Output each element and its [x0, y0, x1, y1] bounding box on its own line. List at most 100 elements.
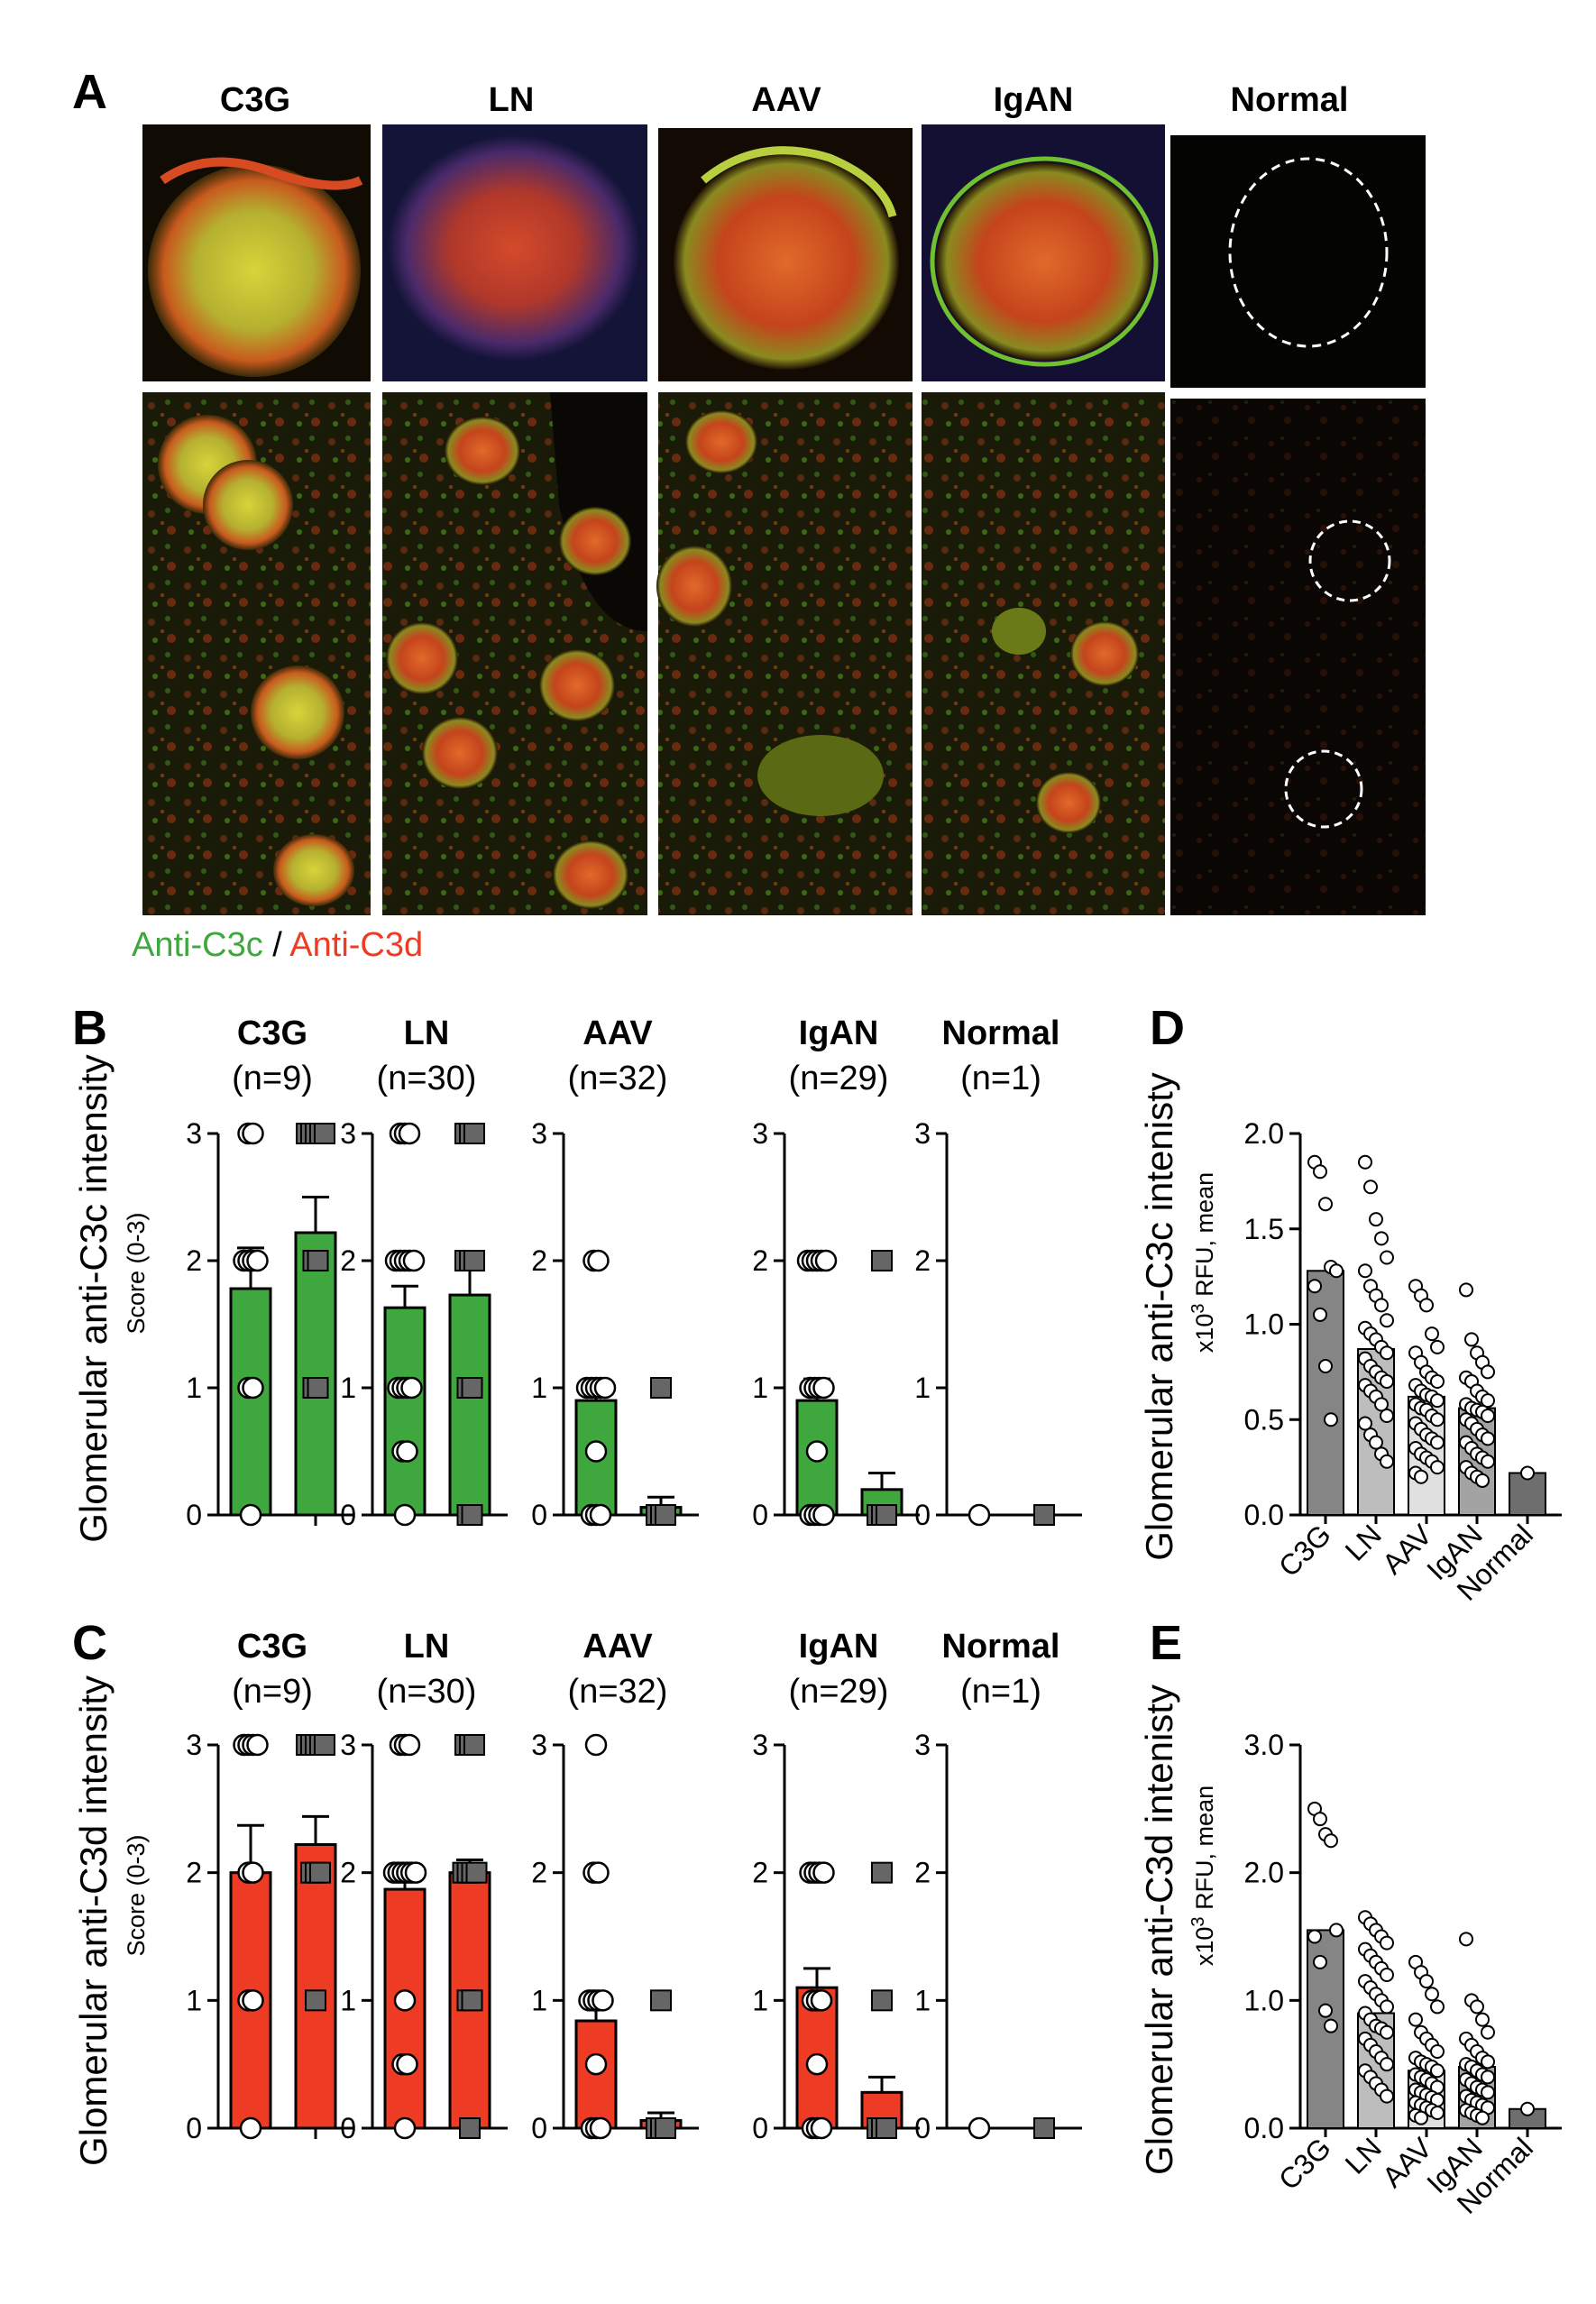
micrograph-normal-bottom	[1170, 399, 1426, 915]
data-point-circle	[1380, 1373, 1394, 1389]
panel-a-letter: A	[72, 65, 107, 119]
data-point-circle	[1430, 1412, 1445, 1427]
group-n-label: (n=9)	[232, 1060, 313, 1097]
data-point-circle	[393, 1503, 417, 1527]
y-tick-label: 3	[186, 1729, 202, 1761]
y-tick-label: 0	[752, 2112, 768, 2144]
y-tick-label: 3	[752, 1729, 768, 1761]
y-tick-label: 2	[914, 1857, 931, 1889]
group-header: C3G	[237, 1014, 307, 1052]
data-point-circle	[1459, 1932, 1473, 1947]
data-point-circle	[587, 1861, 610, 1884]
data-point-square	[871, 1989, 893, 2012]
data-point-circle	[968, 2116, 991, 2140]
data-point-circle	[1358, 1263, 1372, 1279]
y-tick-label: 2	[340, 1244, 356, 1277]
y-tick-label: 0	[186, 1499, 202, 1531]
group-n-label: (n=29)	[789, 1673, 889, 1711]
y-tick-label: 0	[752, 1499, 768, 1531]
y-axis-subtitle-superscript: 3	[1188, 1916, 1208, 1926]
data-point-circle	[1414, 1469, 1428, 1484]
y-tick-label: 0	[186, 2112, 202, 2144]
data-point-square	[314, 1123, 335, 1144]
y-tick-label: 3	[340, 1117, 356, 1150]
data-point-square	[461, 1504, 483, 1526]
data-point-circle	[242, 1122, 264, 1145]
data-point-circle	[1313, 1307, 1327, 1322]
data-point-square	[307, 1250, 329, 1271]
data-point-circle	[1318, 1359, 1333, 1374]
data-point-circle	[1324, 1412, 1338, 1427]
data-point-circle	[1324, 2018, 1338, 2033]
group-header: IgAN	[799, 1628, 879, 1666]
y-tick-label: 1	[340, 1372, 356, 1404]
y-tick-label: 0	[340, 2112, 356, 2144]
y-tick-label: 1.5	[1244, 1213, 1284, 1245]
micrograph-aav-bottom	[656, 392, 913, 915]
y-tick-label: 2	[186, 1857, 202, 1889]
y-tick-label: 0.0	[1244, 2112, 1284, 2144]
group-header: Normal	[942, 1014, 1060, 1052]
data-point-circle	[1380, 1409, 1394, 1424]
data-point-circle	[398, 1122, 421, 1145]
data-point-circle	[1380, 1313, 1394, 1328]
y-tick-label: 3	[531, 1117, 547, 1150]
data-point-circle	[1307, 1279, 1322, 1294]
data-point-circle	[1380, 1454, 1394, 1469]
data-point-circle	[1430, 2106, 1445, 2120]
chart-d-c3c-rfu: Glomerular anti-C3c intenisty x103 RFU, m…	[1138, 1072, 1562, 1607]
group-n-label: (n=32)	[568, 1673, 668, 1711]
data-point-circle	[1430, 1999, 1445, 2015]
data-point-circle	[1475, 2110, 1490, 2125]
data-point-circle	[1380, 2057, 1394, 2072]
data-point-circle	[814, 1249, 838, 1272]
micrograph-column-header-normal: Normal	[1231, 81, 1349, 119]
y-tick-label: 2	[914, 1244, 931, 1277]
data-point-circle	[1481, 2085, 1495, 2100]
y-axis-subtitle: x103 RFU, mean	[1188, 1172, 1218, 1353]
data-point-square	[307, 1377, 329, 1399]
data-point-circle	[239, 1503, 262, 1527]
y-tick-label: 0.5	[1244, 1403, 1284, 1436]
dashed-glomerulus-outline	[1228, 157, 1389, 348]
data-point-circle	[404, 1861, 427, 1884]
group-header: LN	[404, 1014, 450, 1052]
data-point-square	[650, 1989, 672, 2012]
data-point-circle	[1363, 1180, 1378, 1195]
y-tick-label: 0	[914, 1499, 931, 1531]
y-tick-label: 2	[752, 1244, 768, 1277]
group-header: IgAN	[799, 1014, 879, 1052]
group-n-label: (n=30)	[377, 1673, 477, 1711]
data-point-circle	[396, 2052, 418, 2076]
data-point-circle	[1481, 2054, 1495, 2070]
data-point-square	[309, 1861, 331, 1884]
y-tick-label: 1.0	[1244, 1984, 1284, 2016]
data-point-circle	[812, 1376, 835, 1400]
y-tick-label: 0	[531, 2112, 547, 2144]
y-tick-label: 3.0	[1244, 1729, 1284, 1761]
data-point-square	[465, 1861, 488, 1884]
data-point-circle	[1481, 2070, 1495, 2085]
group-header: Normal	[942, 1628, 1060, 1666]
chart-c-c3d-score: Glomerular anti-C3d intensity Score (0-3)…	[72, 1628, 1082, 2166]
y-tick-label: 1	[531, 1372, 547, 1404]
y-axis-subtitle-prefix: x10	[1191, 1927, 1218, 1967]
data-point-circle	[1318, 1197, 1333, 1212]
group-header: C3G	[237, 1628, 307, 1666]
data-point-circle	[1380, 1345, 1394, 1361]
y-tick-label: 0	[531, 1499, 547, 1531]
data-point-circle	[1313, 1164, 1327, 1180]
group-n-label: (n=30)	[377, 1060, 477, 1097]
data-point-circle	[242, 1376, 264, 1400]
y-tick-label: 2	[531, 1244, 547, 1277]
data-point-square	[314, 1734, 335, 1756]
data-point-circle	[1481, 1431, 1495, 1446]
y-axis-subtitle-superscript: 3	[1188, 1303, 1208, 1313]
y-tick-label: 2	[186, 1244, 202, 1277]
data-point-circle	[1369, 1435, 1383, 1450]
y-tick-label: 1	[186, 1372, 202, 1404]
data-point-circle	[805, 2052, 829, 2076]
data-point-circle	[1430, 1460, 1445, 1475]
y-tick-label: 3	[752, 1117, 768, 1150]
y-tick-label: 3	[340, 1729, 356, 1761]
